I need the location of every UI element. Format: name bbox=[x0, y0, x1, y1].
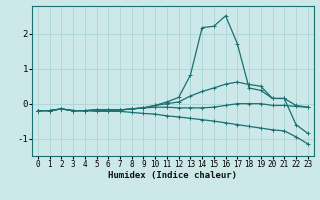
X-axis label: Humidex (Indice chaleur): Humidex (Indice chaleur) bbox=[108, 171, 237, 180]
